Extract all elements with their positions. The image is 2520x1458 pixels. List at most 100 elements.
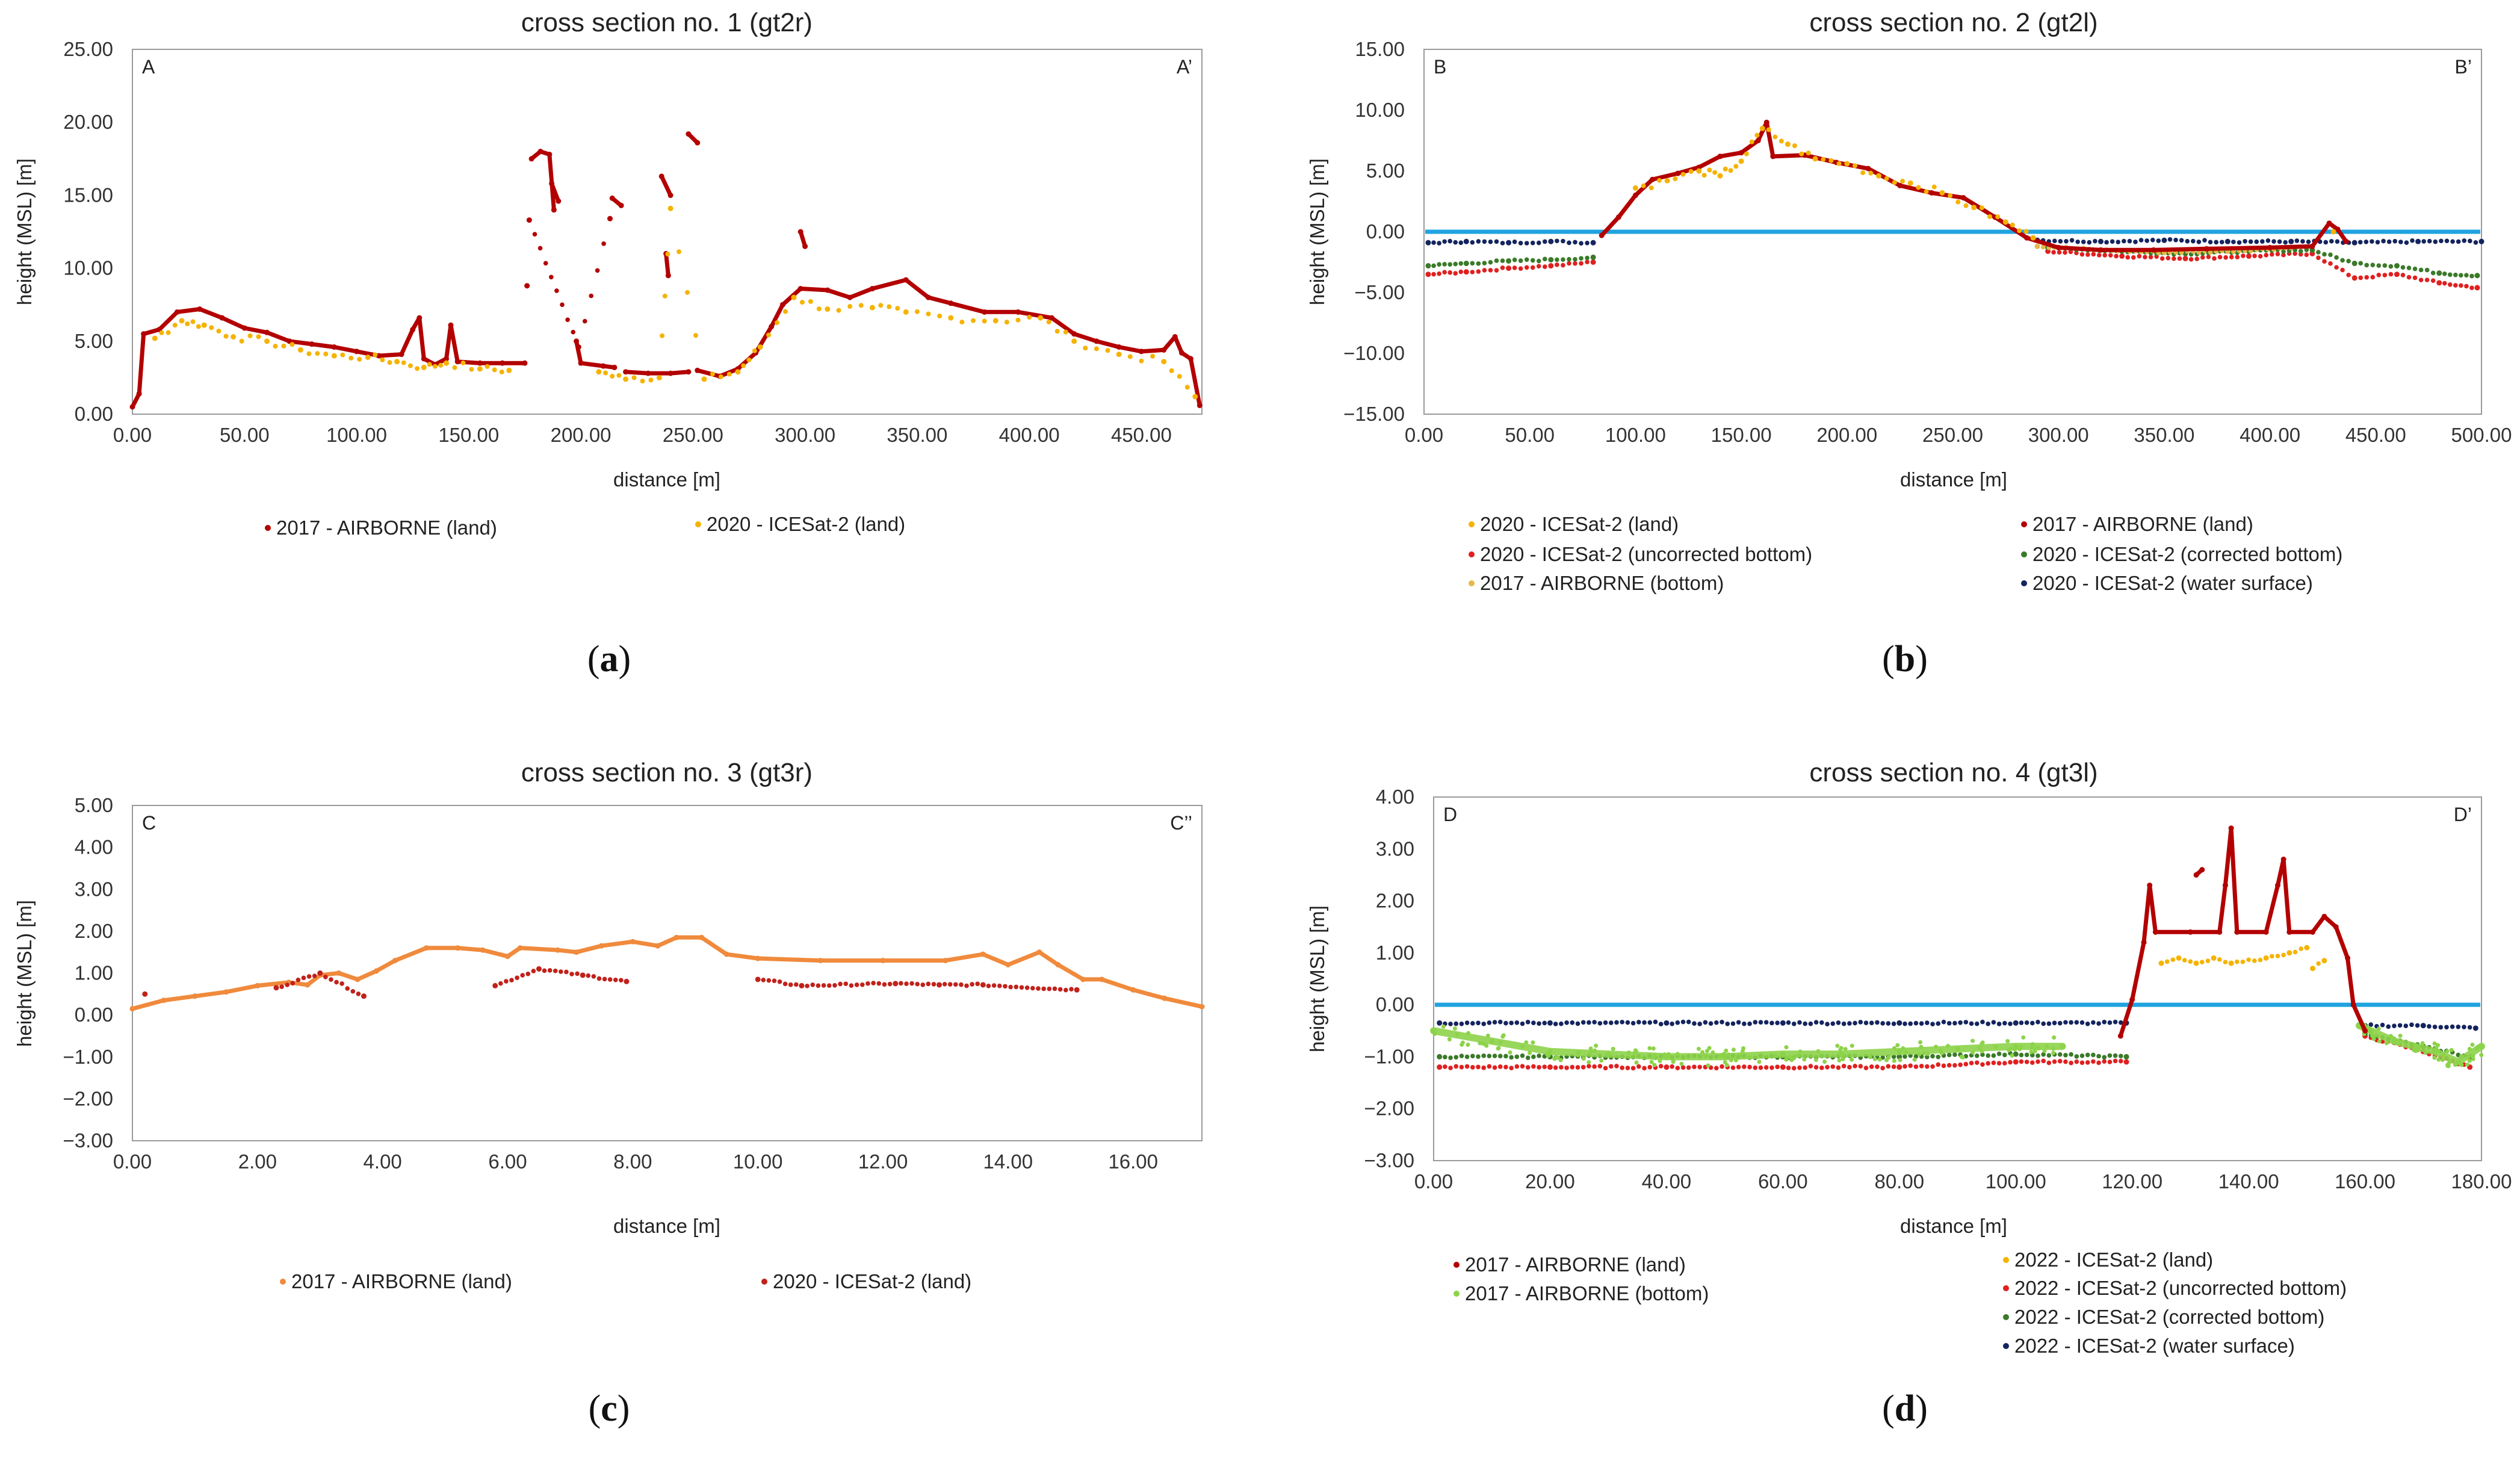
- data-point: [613, 977, 618, 982]
- series-2017-airborne-land-: [1599, 119, 2349, 253]
- data-point: [2116, 240, 2121, 244]
- data-point: [1865, 166, 1871, 172]
- data-point: [301, 975, 306, 981]
- data-point: [1489, 1038, 1495, 1044]
- data-point: [816, 306, 822, 312]
- data-point: [619, 978, 624, 983]
- data-point: [772, 978, 777, 984]
- data-point: [1481, 1022, 1486, 1026]
- data-point: [2432, 1049, 2438, 1055]
- data-point: [1470, 1021, 1475, 1026]
- data-point: [2397, 1023, 2403, 1028]
- data-point: [1974, 1021, 1980, 1026]
- data-point: [1441, 1024, 1446, 1029]
- data-point: [2091, 1059, 2096, 1064]
- data-point: [2415, 238, 2421, 244]
- data-point: [340, 352, 345, 358]
- data-point: [2409, 1022, 2414, 1028]
- data-point: [2326, 220, 2332, 226]
- data-point: [1828, 158, 1834, 163]
- x-tick-label: 150.00: [1711, 424, 1772, 446]
- data-point: [546, 152, 553, 158]
- data-point: [1512, 265, 1517, 270]
- data-point: [1443, 1064, 1447, 1069]
- data-point: [1482, 268, 1487, 273]
- data-point: [1844, 161, 1850, 167]
- y-tick-label: 1.00: [75, 962, 113, 984]
- data-point: [1736, 1020, 1741, 1025]
- data-point: [1707, 167, 1712, 173]
- data-point: [2231, 249, 2236, 255]
- data-point: [2432, 1041, 2437, 1046]
- data-point: [1636, 1064, 1641, 1069]
- data-point: [1500, 265, 1505, 270]
- data-point: [2074, 1059, 2079, 1064]
- data-point: [2345, 955, 2351, 961]
- data-point: [887, 981, 893, 987]
- x-tick-label: 50.00: [220, 424, 270, 446]
- data-point: [1476, 1064, 1481, 1070]
- data-point: [1498, 1040, 1503, 1044]
- y-tick-label: 5.00: [1366, 160, 1405, 182]
- data-point: [1904, 1050, 1909, 1055]
- data-point: [986, 983, 991, 988]
- data-point: [1514, 1020, 1520, 1025]
- data-point: [1509, 1066, 1514, 1070]
- data-point: [2194, 256, 2200, 261]
- data-point: [2340, 258, 2345, 263]
- data-point: [2335, 226, 2341, 232]
- legend-entry: 2022 - ICESat-2 (uncorrected bottom): [2003, 1277, 2347, 1299]
- data-point: [2416, 1045, 2421, 1050]
- data-point: [2446, 1064, 2451, 1069]
- data-point: [1986, 1022, 1990, 1026]
- data-point: [2376, 272, 2382, 278]
- data-point: [1763, 119, 1769, 125]
- data-point: [1162, 995, 1168, 1001]
- data-point: [1706, 1063, 1710, 1068]
- data-point: [1852, 163, 1857, 169]
- data-point: [1896, 1049, 1902, 1055]
- data-point: [2081, 240, 2086, 244]
- legend-label: 2022 - ICESat-2 (corrected bottom): [2014, 1306, 2324, 1328]
- data-point: [1442, 270, 1447, 275]
- data-point: [2449, 1047, 2454, 1052]
- data-point: [1453, 261, 1458, 267]
- data-point: [869, 305, 875, 311]
- data-point: [1630, 1020, 1636, 1026]
- data-point: [1027, 314, 1032, 320]
- data-point: [695, 367, 701, 373]
- data-point: [306, 974, 312, 979]
- data-point: [1738, 158, 1744, 164]
- section-end-label: C’’: [1170, 812, 1192, 834]
- data-point: [2450, 1024, 2455, 1029]
- data-point: [2206, 254, 2211, 259]
- data-point: [1497, 1053, 1503, 1059]
- data-point: [1542, 1064, 1547, 1070]
- data-point: [1970, 1050, 1975, 1055]
- data-point: [1991, 1020, 1996, 1025]
- legend-label: 2017 - AIRBORNE (land): [2032, 513, 2253, 535]
- data-point: [2069, 238, 2075, 243]
- data-point: [1632, 1050, 1637, 1055]
- legend-marker: [2021, 551, 2027, 557]
- data-point: [1974, 1060, 1980, 1066]
- data-point: [1632, 185, 1638, 191]
- data-point: [2412, 1048, 2416, 1053]
- x-tick-label: 8.00: [613, 1150, 652, 1173]
- data-point: [1169, 368, 1174, 373]
- data-point: [1924, 189, 1929, 194]
- data-point: [190, 319, 196, 324]
- data-point: [2188, 959, 2193, 964]
- data-point: [970, 982, 974, 987]
- legend-entry: 2017 - AIRBORNE (land): [280, 1270, 512, 1292]
- data-point: [2057, 1059, 2063, 1064]
- data-point: [1177, 374, 1182, 379]
- data-point: [531, 969, 536, 973]
- data-point: [1503, 1020, 1508, 1026]
- legend-entry: 2022 - ICESat-2 (corrected bottom): [2003, 1306, 2324, 1328]
- legend-label: 2020 - ICESat-2 (land): [773, 1270, 971, 1292]
- legend-label: 2020 - ICESat-2 (uncorrected bottom): [1480, 543, 1812, 565]
- data-point: [596, 976, 602, 981]
- legend-marker: [2003, 1343, 2009, 1349]
- data-point: [1991, 1053, 1996, 1058]
